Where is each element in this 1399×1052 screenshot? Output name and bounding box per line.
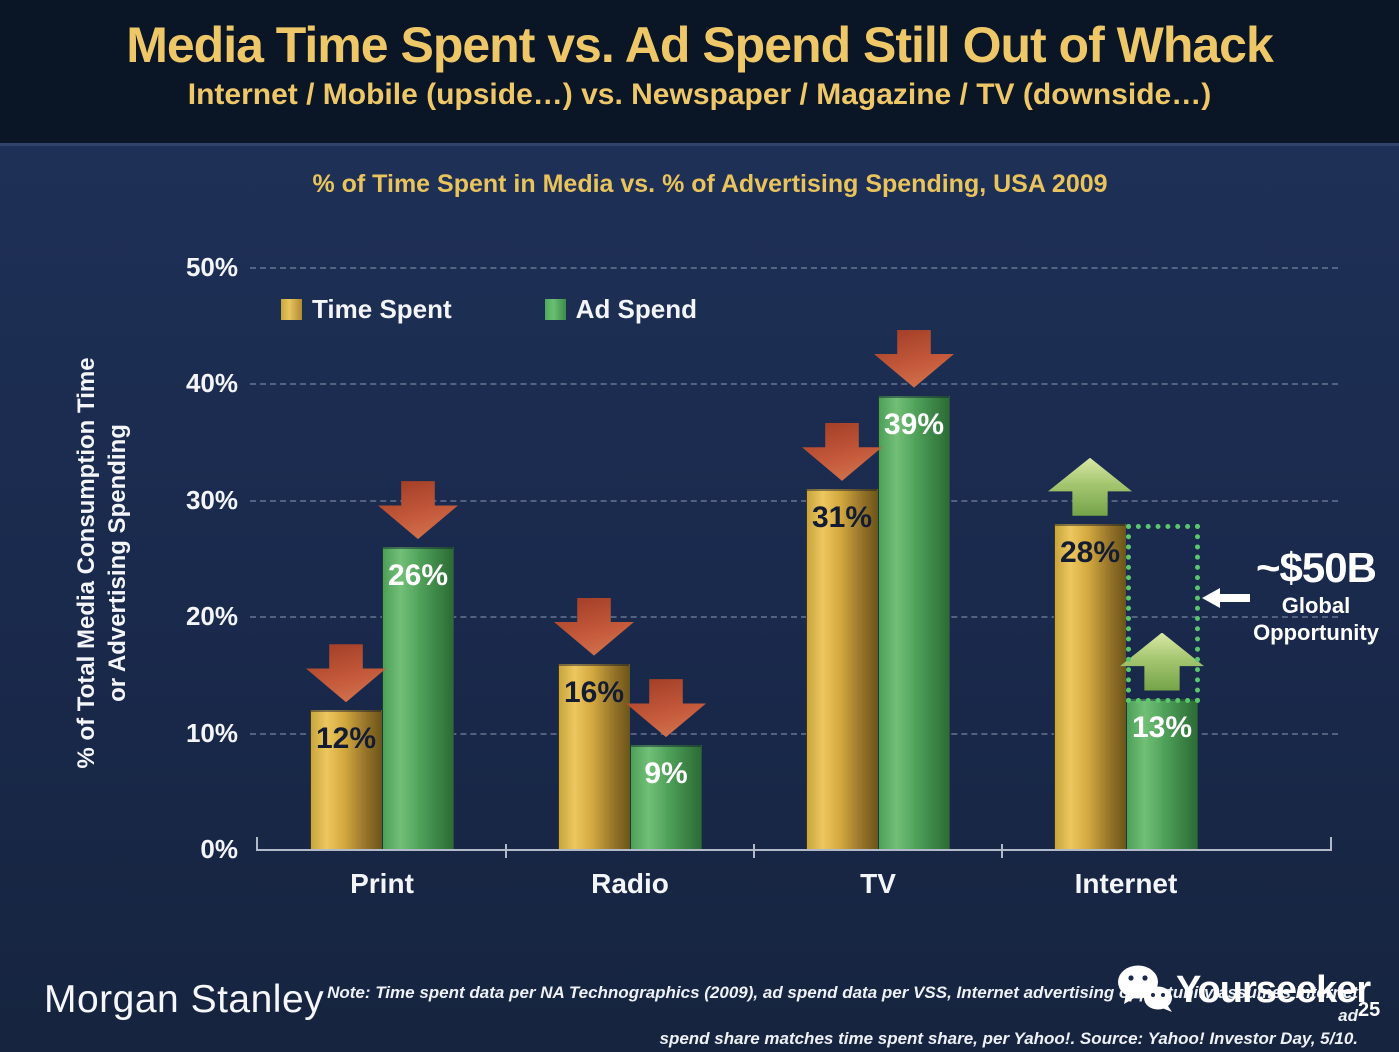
- gridline-40%: [250, 383, 1338, 385]
- gridline-50%: [250, 266, 1338, 269]
- legend: Time Spent Ad Spend: [281, 294, 697, 325]
- left-arrow-icon: [1202, 586, 1250, 615]
- page-subtitle: Internet / Mobile (upside…) vs. Newspape…: [187, 78, 1212, 111]
- bar-ad-spend-internet: [1126, 698, 1198, 850]
- y-axis-label: % of Total Media Consumption Time or Adv…: [71, 343, 133, 783]
- annotation-label-line1: Global: [1281, 593, 1351, 618]
- arrow-up-icon-time-spent-internet: [1048, 457, 1132, 516]
- y-axis-label-line2: or Advertising Spending: [104, 424, 131, 702]
- arrow-down-icon-ad-spend-tv: [874, 329, 954, 388]
- footnote-line2: spend share matches time spent share, pe…: [659, 1029, 1359, 1048]
- y-tick-label-10%: 10%: [185, 717, 238, 748]
- annotation-label-line2: Opportunity: [1253, 620, 1379, 645]
- bar-ad-spend-radio: [630, 745, 702, 850]
- legend-label-ad-spend: Ad Spend: [575, 294, 698, 324]
- watermark: Yourseeker: [1116, 964, 1371, 1017]
- arrow-down-icon-time-spent-print: [306, 644, 386, 703]
- arrow-down-icon-time-spent-radio: [554, 597, 634, 656]
- x-axis-tick-0: [505, 844, 507, 858]
- bar-value-time-spent-tv: 31%: [811, 500, 873, 534]
- bar-value-time-spent-radio: 16%: [563, 675, 625, 709]
- slide-header: Media Time Spent vs. Ad Spend Still Out …: [0, 0, 1399, 146]
- page-number: 25: [1358, 999, 1381, 1021]
- bar-value-ad-spend-print: 26%: [387, 559, 449, 593]
- y-tick-label-20%: 20%: [185, 601, 238, 631]
- legend-swatch-green: [544, 299, 566, 320]
- x-axis-tick-2: [1001, 844, 1003, 858]
- bar-value-time-spent-print: 12%: [315, 722, 377, 756]
- footnote: Note: Time spent data per NA Technograph…: [310, 981, 1358, 1050]
- legend-item-ad-spend: Ad Spend: [544, 294, 698, 325]
- bar-time-spent-tv: [806, 488, 878, 850]
- chart-title: % of Time Spent in Media vs. % of Advert…: [312, 170, 1108, 198]
- category-label-internet: Internet: [1074, 868, 1178, 899]
- y-tick-label-40%: 40%: [185, 368, 238, 398]
- bar-time-spent-internet: [1054, 523, 1126, 850]
- bar-value-ad-spend-internet: 13%: [1131, 710, 1193, 744]
- page-title: Media Time Spent vs. Ad Spend Still Out …: [126, 17, 1274, 73]
- category-label-tv: TV: [860, 868, 896, 899]
- bar-time-spent-print: [310, 710, 382, 850]
- x-axis-left-tick: [256, 837, 258, 849]
- gridline-10%: [250, 732, 1338, 735]
- opportunity-annotation: ~$50B Global Opportunity: [1238, 544, 1394, 646]
- bar-value-time-spent-internet: 28%: [1059, 535, 1121, 569]
- annotation-value: ~$50B: [1256, 544, 1377, 591]
- gridline-20%: [250, 616, 1338, 618]
- y-tick-label-0%: 0%: [200, 834, 238, 864]
- legend-swatch-gold: [281, 299, 302, 320]
- bar-value-ad-spend-tv: 39%: [883, 407, 945, 441]
- bar-ad-spend-tv: [878, 395, 950, 850]
- watermark-label: Yourseeker: [1176, 969, 1371, 1011]
- y-tick-label-30%: 30%: [185, 484, 238, 515]
- y-tick-label-50%: 50%: [185, 251, 238, 282]
- bar-time-spent-radio: [558, 663, 630, 850]
- category-label-radio: Radio: [591, 868, 669, 899]
- y-axis-label-line1: % of Total Media Consumption Time: [73, 357, 100, 769]
- x-axis-right-tick: [1330, 837, 1332, 849]
- category-label-print: Print: [350, 868, 414, 899]
- brand-logo: Morgan Stanley: [44, 978, 325, 1021]
- footnote-line1: Note: Time spent data per NA Technograph…: [327, 983, 1358, 1025]
- legend-item-time-spent: Time Spent: [281, 294, 452, 325]
- gridline-30%: [250, 499, 1338, 502]
- arrow-down-icon-ad-spend-print: [378, 481, 458, 540]
- x-axis-tick-1: [753, 844, 755, 858]
- bar-value-ad-spend-radio: 9%: [644, 757, 688, 791]
- bar-ad-spend-print: [382, 547, 454, 850]
- opportunity-dotted-box: [1126, 523, 1200, 703]
- x-axis-line: [256, 849, 1332, 851]
- legend-label-time-spent: Time Spent: [312, 294, 452, 324]
- wechat-icon: [1116, 964, 1174, 1017]
